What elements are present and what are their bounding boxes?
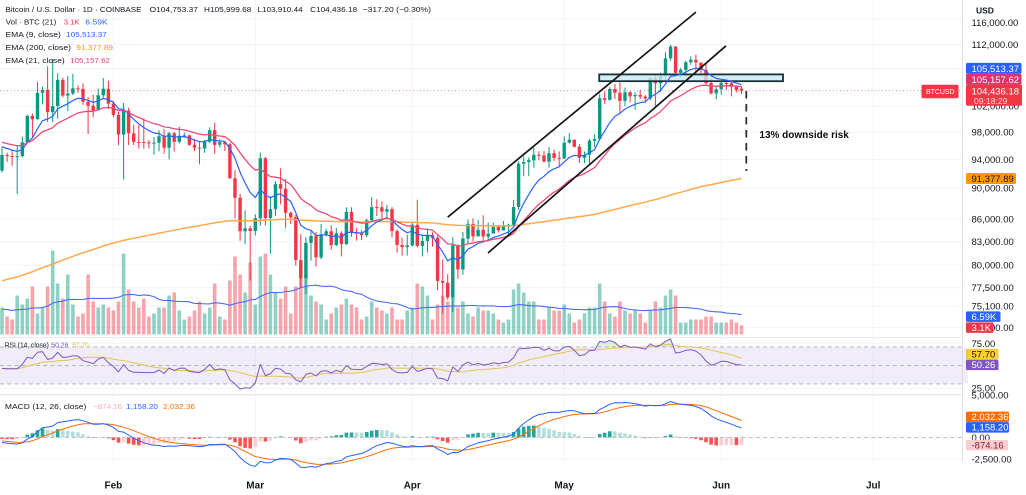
svg-text:83,000.00: 83,000.00 bbox=[972, 237, 1014, 248]
svg-text:-874.16: -874.16 bbox=[972, 441, 1004, 452]
svg-text:Apr: Apr bbox=[404, 481, 421, 492]
svg-text:EMA (21, close)105,157.62: EMA (21, close) 105,157.62 bbox=[6, 56, 111, 65]
svg-text:80,000.00: 80,000.00 bbox=[972, 261, 1014, 272]
svg-text:2,032.36: 2,032.36 bbox=[972, 412, 1009, 423]
svg-text:Vol · BTC (21)3.1K6.59K: Vol · BTC (21) 3.1K 6.59K bbox=[6, 17, 108, 26]
svg-text:94,000.00: 94,000.00 bbox=[972, 155, 1014, 166]
svg-text:USD: USD bbox=[976, 6, 994, 16]
svg-text:Mar: Mar bbox=[246, 481, 264, 492]
svg-text:50.26: 50.26 bbox=[972, 360, 996, 371]
svg-text:105,157.62: 105,157.62 bbox=[972, 75, 1020, 86]
svg-text:Jun: Jun bbox=[712, 481, 730, 492]
svg-text:0.00: 0.00 bbox=[972, 433, 991, 444]
svg-text:3.1K: 3.1K bbox=[972, 323, 992, 334]
svg-text:105,513.37: 105,513.37 bbox=[972, 64, 1020, 75]
svg-text:Feb: Feb bbox=[105, 481, 123, 492]
svg-text:102,000.00: 102,000.00 bbox=[972, 102, 1020, 113]
svg-text:98,000.00: 98,000.00 bbox=[972, 128, 1014, 139]
svg-text:1,158.20: 1,158.20 bbox=[972, 423, 1009, 434]
svg-text:5,000.00: 5,000.00 bbox=[972, 391, 1009, 402]
svg-text:Bitcoin / U.S. Dollar · 1D · C: Bitcoin / U.S. Dollar · 1D · COINBASE O10… bbox=[6, 5, 432, 14]
svg-text:104,436.18: 104,436.18 bbox=[972, 87, 1020, 98]
svg-text:6.59K: 6.59K bbox=[972, 312, 997, 323]
svg-text:75.00: 75.00 bbox=[972, 339, 996, 350]
svg-text:112,000.00: 112,000.00 bbox=[972, 40, 1019, 51]
svg-text:75,100.00: 75,100.00 bbox=[972, 302, 1014, 313]
svg-text:116,000.00: 116,000.00 bbox=[972, 18, 1019, 29]
svg-text:MACD (12, 26, close)−874.161,1: MACD (12, 26, close) −874.16 1,158.20 2,032… bbox=[5, 402, 195, 411]
svg-text:57.70: 57.70 bbox=[972, 350, 996, 361]
svg-text:91,377.89: 91,377.89 bbox=[972, 174, 1014, 185]
svg-text:BTCUSD: BTCUSD bbox=[926, 87, 955, 96]
svg-text:EMA (200, close)91,377.89: EMA (200, close) 91,377.89 bbox=[6, 43, 114, 52]
svg-text:13% downside risk: 13% downside risk bbox=[759, 130, 849, 141]
svg-text:25.00: 25.00 bbox=[972, 384, 996, 395]
svg-text:EMA (9, close)105,513.37: EMA (9, close) 105,513.37 bbox=[6, 30, 107, 39]
svg-text:May: May bbox=[554, 481, 574, 492]
svg-text:86,000.00: 86,000.00 bbox=[972, 214, 1014, 225]
svg-text:77,500.00: 77,500.00 bbox=[972, 283, 1014, 294]
svg-text:-2,500.00: -2,500.00 bbox=[972, 454, 1012, 465]
svg-text:90,000.00: 90,000.00 bbox=[972, 184, 1014, 195]
svg-text:09:18:29: 09:18:29 bbox=[974, 96, 1008, 106]
svg-text:Jul: Jul bbox=[866, 481, 881, 492]
